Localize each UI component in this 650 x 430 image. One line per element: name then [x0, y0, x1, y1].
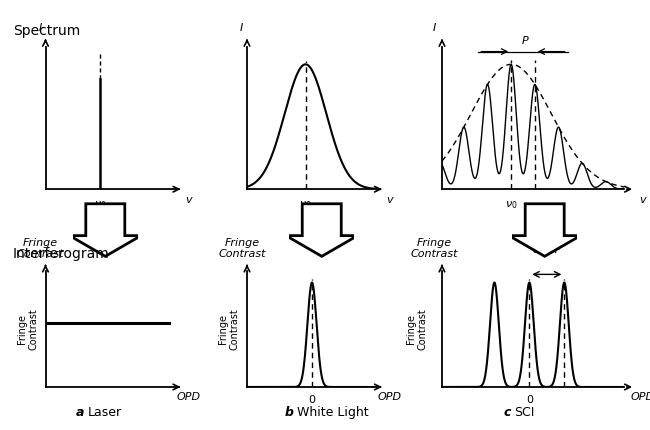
- Text: v: v: [639, 195, 645, 205]
- Text: Fringe
Contrast: Fringe Contrast: [16, 308, 38, 350]
- Text: Fringe
Contrast: Fringe Contrast: [406, 308, 427, 350]
- Text: Spectrum: Spectrum: [13, 24, 80, 38]
- Polygon shape: [286, 204, 358, 256]
- Text: $\alpha$ 1/P: $\alpha$ 1/P: [532, 243, 562, 256]
- Text: 0: 0: [526, 395, 533, 405]
- Text: Fringe
Contrast: Fringe Contrast: [218, 238, 266, 259]
- Text: b: b: [285, 406, 294, 419]
- Text: $\nu_0$: $\nu_0$: [299, 199, 312, 211]
- Text: I: I: [39, 23, 42, 33]
- Text: OPD: OPD: [630, 392, 650, 402]
- Text: I: I: [240, 23, 243, 33]
- Text: 0: 0: [309, 395, 315, 405]
- Text: OPD: OPD: [176, 392, 201, 402]
- Text: a: a: [76, 406, 85, 419]
- Text: SCI: SCI: [514, 406, 534, 419]
- Text: P: P: [521, 36, 528, 46]
- Polygon shape: [70, 204, 141, 256]
- Text: $\nu_0$: $\nu_0$: [94, 199, 107, 211]
- Text: Fringe
Contrast: Fringe Contrast: [218, 308, 240, 350]
- Text: c: c: [504, 406, 511, 419]
- Text: OPD: OPD: [378, 392, 402, 402]
- Text: Fringe
Contrast: Fringe Contrast: [411, 238, 458, 259]
- Text: Fringe
Contrast: Fringe Contrast: [16, 238, 64, 259]
- Polygon shape: [509, 204, 580, 256]
- Text: Interferogram: Interferogram: [13, 247, 110, 261]
- Text: I: I: [433, 23, 436, 33]
- Text: v: v: [185, 195, 192, 205]
- Text: White Light: White Light: [297, 406, 369, 419]
- Text: v: v: [387, 195, 393, 205]
- Text: Laser: Laser: [88, 406, 122, 419]
- Text: $\nu_0$: $\nu_0$: [505, 199, 517, 211]
